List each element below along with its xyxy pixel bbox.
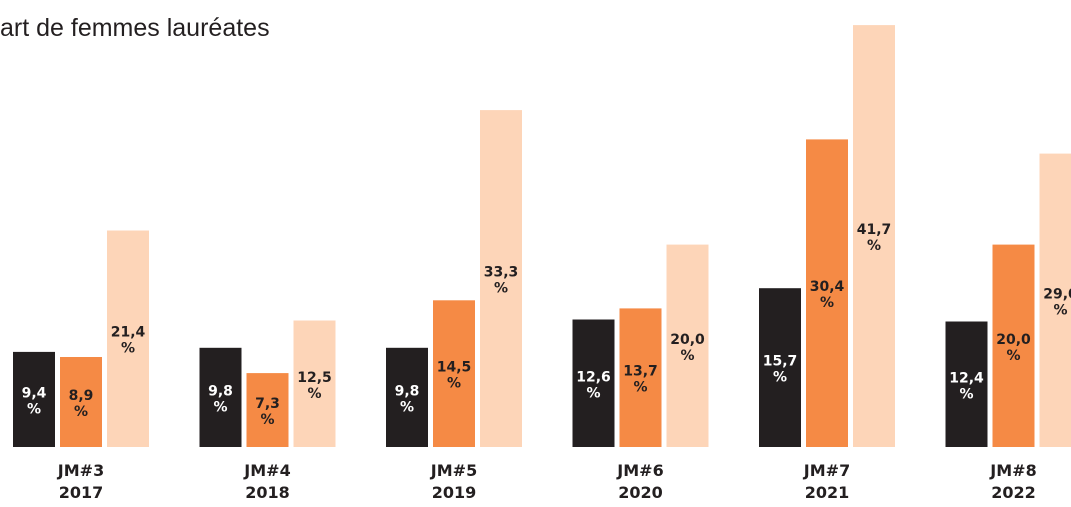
data-label: 9,8% <box>208 383 233 415</box>
data-label: 13,7% <box>623 364 658 396</box>
bar-JM8-s3 <box>1039 153 1071 447</box>
data-label: 21,4% <box>111 325 146 357</box>
bar-JM3-s1 <box>13 351 55 447</box>
bar-JM7-s3 <box>853 25 895 447</box>
category-label: JM#6 <box>616 461 663 480</box>
bar-JM6-s1 <box>572 319 615 447</box>
data-label: 20,0% <box>670 332 705 364</box>
category-label: JM#8 <box>989 461 1036 480</box>
data-label: 14,5% <box>437 360 472 392</box>
data-label: 9,4% <box>22 385 47 417</box>
category-year-label: 2018 <box>245 483 290 502</box>
bar-JM7-s2 <box>806 139 848 447</box>
category-year-label: 2020 <box>618 483 663 502</box>
category-label: JM#3 <box>57 461 104 480</box>
data-label: 8,9% <box>69 388 94 420</box>
bar-JM4-s2 <box>246 373 289 447</box>
bar-JM5-s3 <box>480 110 522 447</box>
bar-JM5-s2 <box>433 300 475 447</box>
chart-subtitle: art de femmes lauréates <box>0 14 270 42</box>
bar-JM7-s1 <box>759 288 801 447</box>
bar-JM6-s3 <box>666 244 709 447</box>
data-label: 12,4% <box>949 370 984 402</box>
category-year-label: 2021 <box>805 483 850 502</box>
data-label: 29,0% <box>1043 286 1071 318</box>
bar-JM4-s1 <box>199 347 242 447</box>
data-label: 30,4% <box>810 279 845 311</box>
category-label: JM#7 <box>803 461 850 480</box>
data-label: 15,7% <box>763 354 798 386</box>
data-label: 12,5% <box>297 370 332 402</box>
data-label: 20,0% <box>996 332 1031 364</box>
bar-JM3-s3 <box>107 230 149 447</box>
bar-JM6-s2 <box>619 308 662 447</box>
category-year-label: 2019 <box>432 483 477 502</box>
bar-JM5-s1 <box>386 347 428 447</box>
data-label: 41,7% <box>857 222 892 254</box>
data-label: 9,8% <box>395 383 420 415</box>
data-label: 33,3% <box>484 265 519 297</box>
bar-JM8-s1 <box>945 321 988 447</box>
data-label: 12,6% <box>576 369 611 401</box>
bar-JM8-s2 <box>992 244 1035 447</box>
category-label: JM#4 <box>243 461 290 480</box>
category-year-label: 2017 <box>59 483 104 502</box>
bar-JM4-s3 <box>293 320 336 447</box>
data-label: 7,3% <box>255 396 280 428</box>
category-year-label: 2022 <box>991 483 1036 502</box>
category-label: JM#5 <box>430 461 477 480</box>
bar-JM3-s2 <box>60 357 102 447</box>
